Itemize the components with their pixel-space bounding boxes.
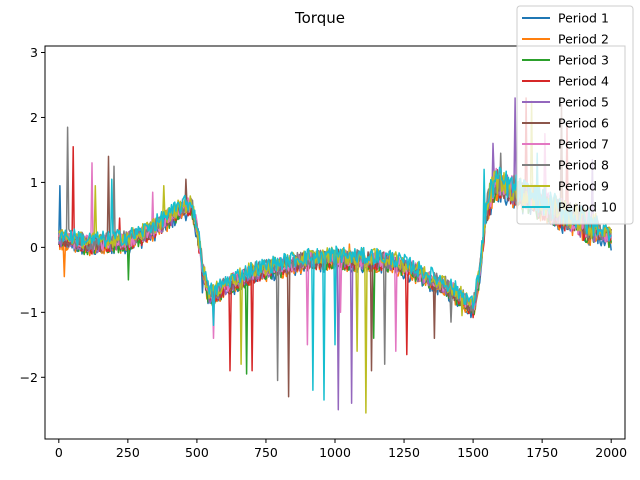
x-tick-label: 750 xyxy=(254,445,278,460)
legend-label: Period 5 xyxy=(558,95,609,110)
legend-label: Period 8 xyxy=(558,158,609,173)
y-tick-label: −2 xyxy=(20,370,38,385)
y-tick-label: −1 xyxy=(20,305,38,320)
x-tick-label: 1250 xyxy=(388,445,420,460)
x-tick-label: 2000 xyxy=(595,445,627,460)
legend-label: Period 3 xyxy=(558,53,609,68)
y-tick-label: 1 xyxy=(30,175,38,190)
x-tick-label: 500 xyxy=(185,445,209,460)
x-tick-label: 250 xyxy=(116,445,140,460)
x-tick-label: 1750 xyxy=(526,445,558,460)
y-tick-label: 3 xyxy=(30,45,38,60)
x-axis: 0 250 500 750 1000 1250 1500 1750 2000 xyxy=(55,439,627,460)
x-tick-label: 1000 xyxy=(319,445,351,460)
legend-label: Period 2 xyxy=(558,32,609,47)
legend-label: Period 4 xyxy=(558,74,609,89)
y-tick-label: 0 xyxy=(30,240,38,255)
x-tick-label: 1500 xyxy=(457,445,489,460)
legend-label: Period 6 xyxy=(558,116,609,131)
legend-label: Period 7 xyxy=(558,137,609,152)
chart-title: Torque xyxy=(294,9,345,27)
legend-label: Period 10 xyxy=(558,200,617,215)
legend: Period 1 Period 2 Period 3 Period 4 Period 5… xyxy=(516,5,634,225)
legend-label: Period 9 xyxy=(558,179,609,194)
y-axis: −2 −1 0 1 2 3 xyxy=(20,45,45,385)
y-tick-label: 2 xyxy=(30,110,38,125)
x-tick-label: 0 xyxy=(55,445,63,460)
legend-label: Period 1 xyxy=(558,11,609,26)
